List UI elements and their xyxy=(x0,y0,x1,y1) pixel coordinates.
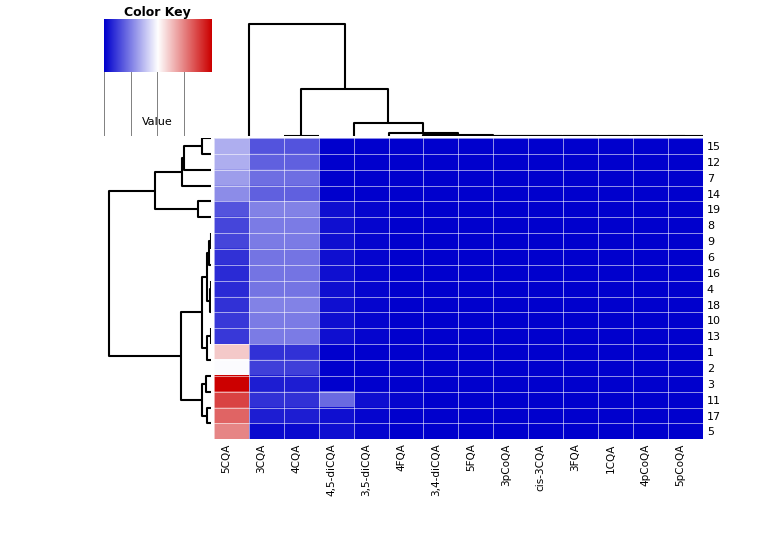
Text: Value: Value xyxy=(142,116,173,127)
Title: Color Key: Color Key xyxy=(124,6,190,19)
